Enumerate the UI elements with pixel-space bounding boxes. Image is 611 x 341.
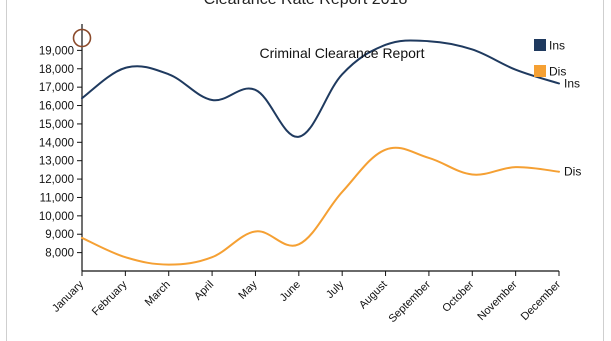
- data-point-ins: [254, 89, 256, 91]
- data-point-dis: [558, 171, 560, 173]
- data-point-ins: [471, 48, 473, 50]
- x-tick-label: September: [386, 278, 433, 325]
- y-tick-label: 8,000: [45, 248, 74, 260]
- x-tick-label: November: [475, 278, 520, 323]
- y-tick-label: 18,000: [39, 64, 74, 76]
- x-tick-label: February: [90, 278, 130, 318]
- legend-label: Ins: [549, 39, 565, 53]
- y-tick-label: 13,000: [39, 156, 74, 168]
- data-point-dis: [341, 191, 343, 193]
- data-point-dis: [471, 173, 473, 175]
- data-point-dis: [211, 256, 213, 258]
- data-point-dis: [124, 256, 126, 258]
- legend-swatch-dis: [534, 65, 546, 77]
- data-point-ins: [124, 67, 126, 69]
- y-tick-label: 10,000: [39, 211, 74, 223]
- data-point-dis: [168, 264, 170, 266]
- x-tick-label: January: [50, 278, 87, 315]
- legend-swatch-ins: [534, 39, 546, 51]
- data-point-ins: [341, 73, 343, 75]
- y-tick-label: 12,000: [39, 174, 74, 186]
- x-tick-label: April: [192, 279, 216, 303]
- series-line-dis: [81, 146, 560, 266]
- y-tick-label: 19,000: [39, 45, 74, 57]
- data-point-ins: [428, 40, 430, 42]
- x-tick-label: May: [236, 278, 260, 302]
- data-point-dis: [81, 237, 83, 239]
- x-tick-label: August: [357, 279, 390, 312]
- y-tick-label: 15,000: [39, 119, 74, 131]
- data-point-ins: [558, 82, 560, 84]
- chart-lines: [81, 39, 560, 266]
- y-tick-label: 16,000: [39, 101, 74, 113]
- chart-title: Criminal Clearance Report: [260, 45, 425, 61]
- y-tick-label: 14,000: [39, 137, 74, 149]
- data-point-ins: [515, 69, 517, 71]
- report-title: Clearance Rate Report 2018: [0, 0, 611, 9]
- y-tick-label: 17,000: [39, 82, 74, 94]
- chart-legend: Ins Dis: [534, 39, 566, 79]
- x-tick-label: October: [440, 278, 476, 314]
- data-point-ins: [168, 73, 170, 75]
- data-point-dis: [254, 230, 256, 232]
- data-point-dis: [515, 166, 517, 168]
- x-tick-label: June: [278, 279, 303, 304]
- data-point-ins: [298, 136, 300, 138]
- frame-left-border: [6, 0, 7, 341]
- series-end-labels: Ins Dis: [564, 76, 581, 178]
- data-point-dis: [385, 149, 387, 151]
- data-point-dis: [428, 157, 430, 159]
- y-tick-label: 11,000: [40, 192, 74, 204]
- x-tick-label: December: [519, 278, 564, 323]
- data-point-ins: [211, 99, 213, 101]
- data-point-dis: [298, 243, 300, 245]
- frame-right-border: [603, 0, 604, 341]
- y-tick-label: 9,000: [45, 229, 74, 241]
- series-end-label: Ins: [564, 76, 580, 90]
- highlight-marker: [72, 28, 92, 48]
- legend-label: Dis: [549, 65, 566, 79]
- x-tick-label: July: [324, 278, 347, 301]
- series-line-ins: [81, 39, 560, 138]
- x-tick-label: March: [143, 279, 173, 309]
- series-end-label: Dis: [564, 165, 581, 179]
- data-point-ins: [81, 97, 83, 99]
